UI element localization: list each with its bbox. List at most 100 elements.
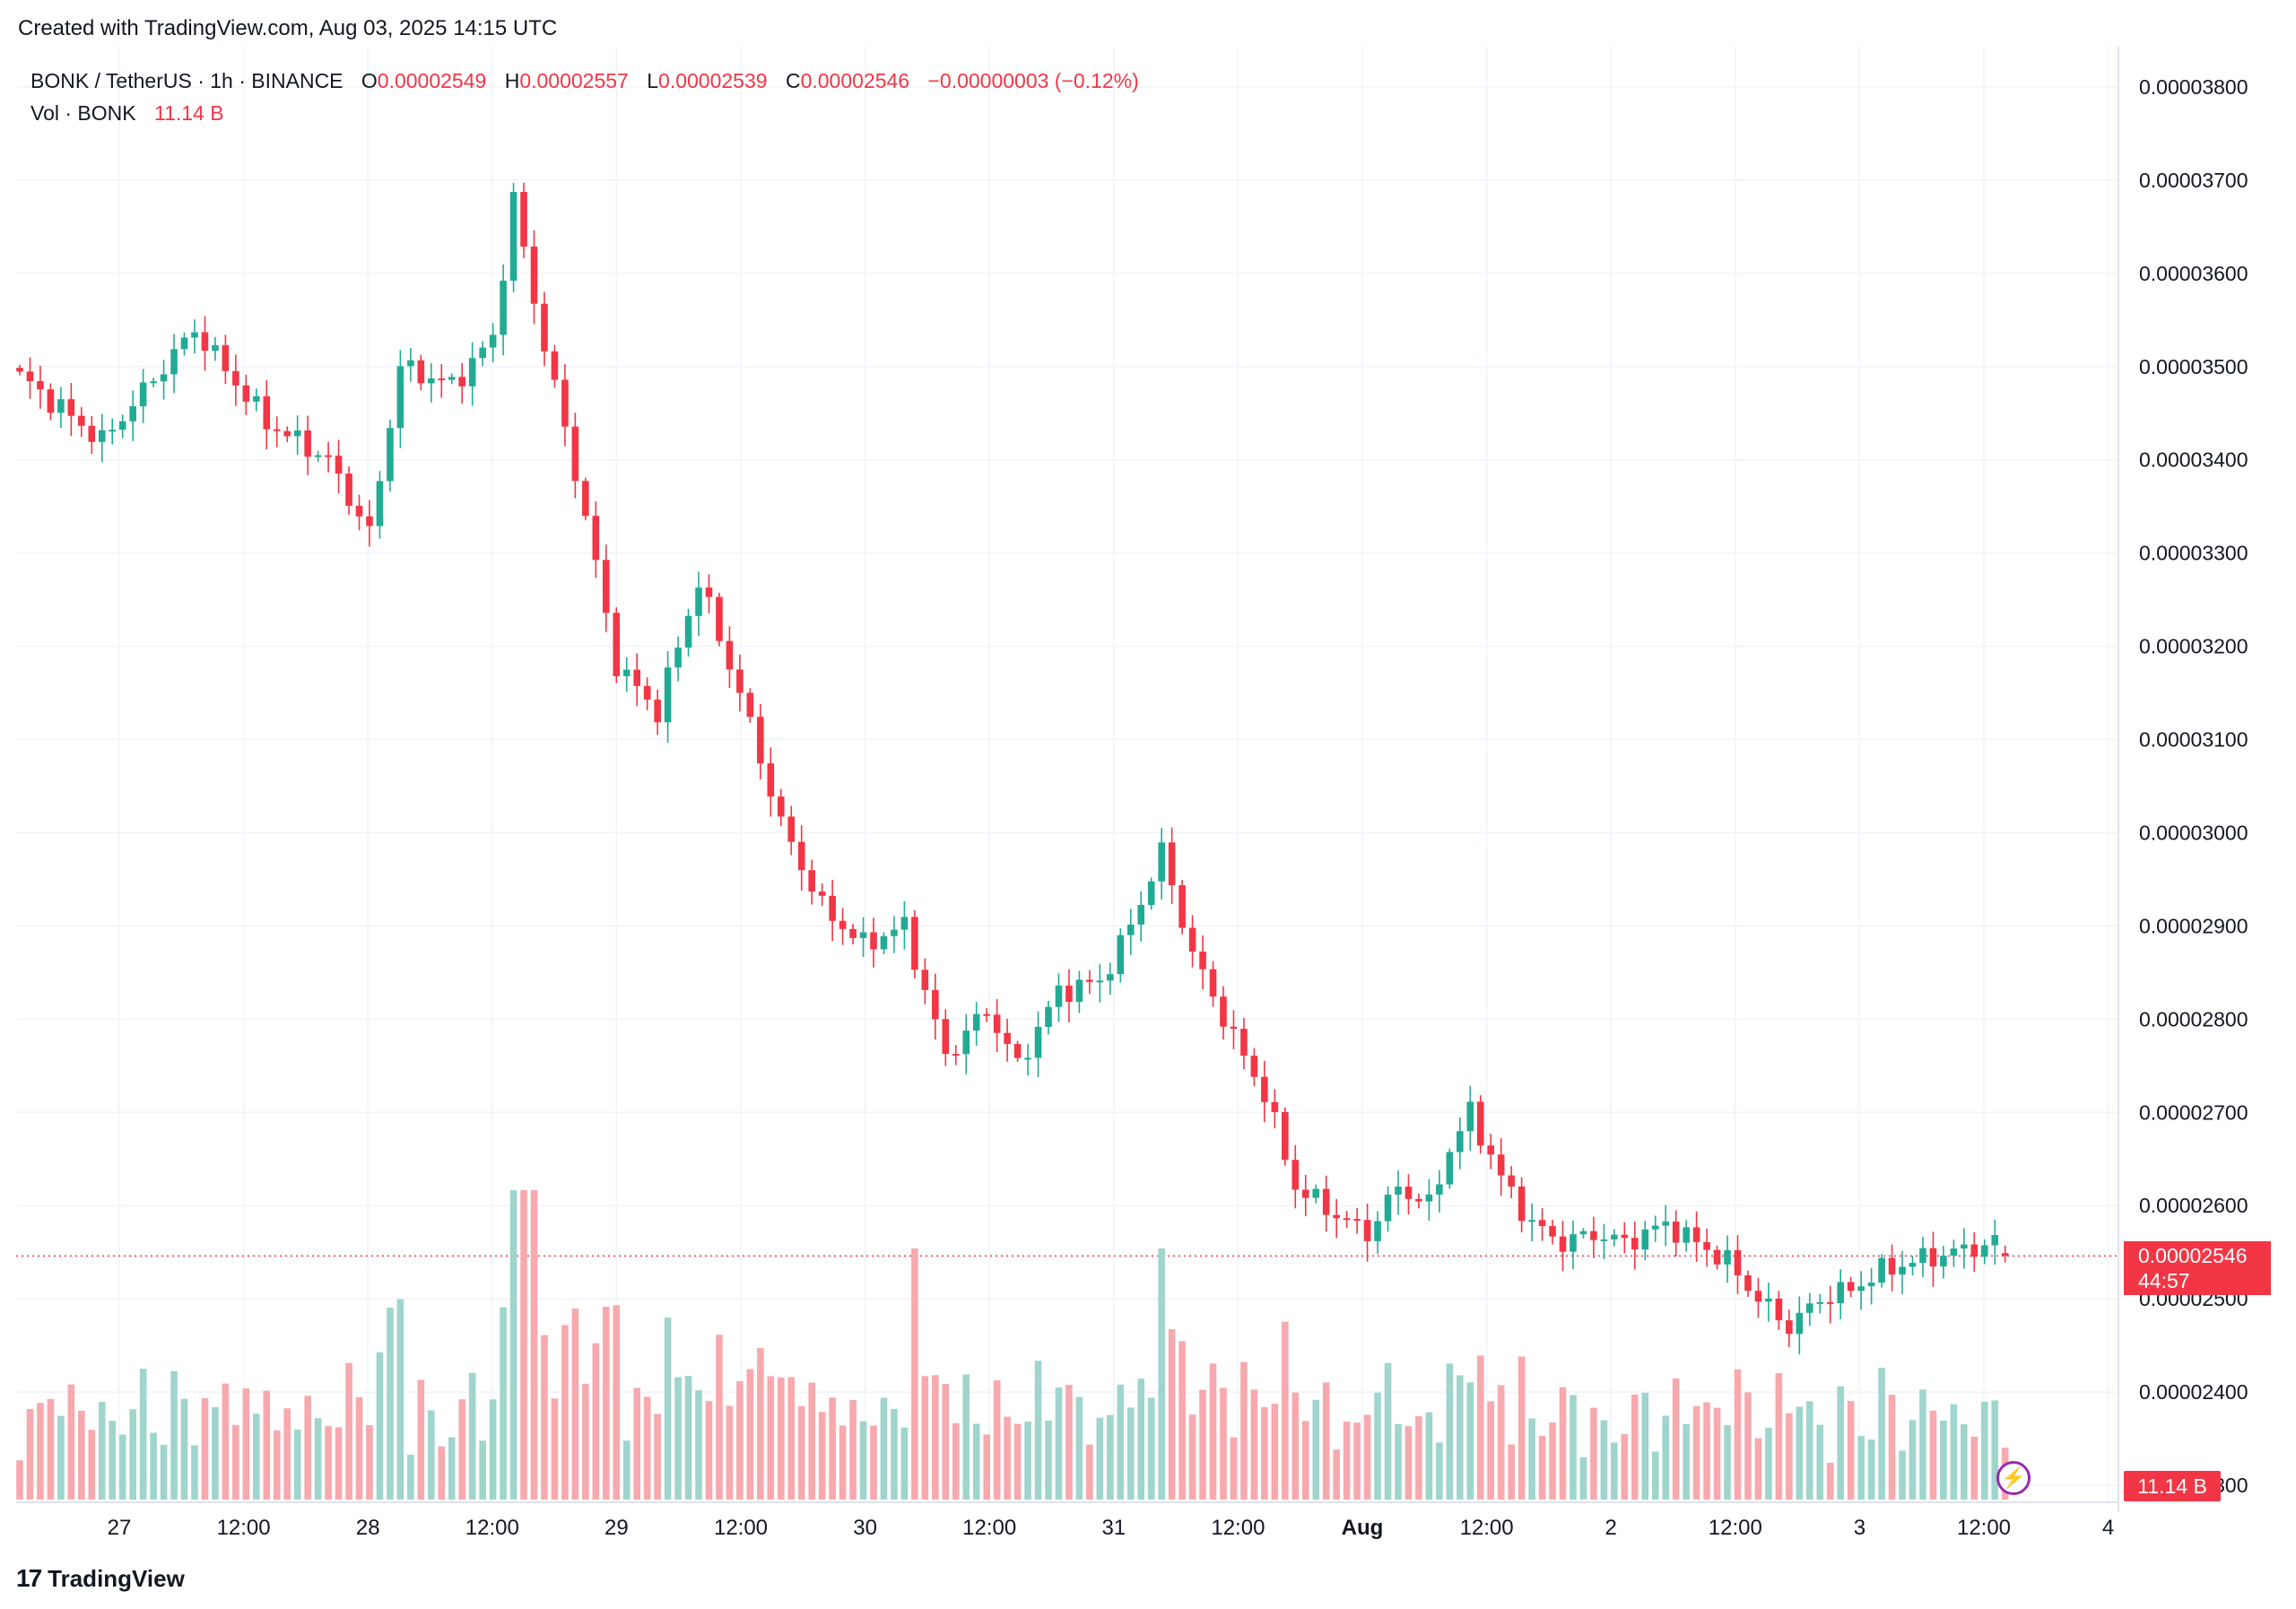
candle-body xyxy=(870,932,877,950)
volume-bar xyxy=(1322,1382,1330,1500)
volume-bar xyxy=(736,1381,744,1500)
volume-bar xyxy=(1929,1410,1937,1500)
candle-body xyxy=(1312,1188,1320,1198)
candle-body xyxy=(253,396,260,402)
volume-bar xyxy=(468,1372,476,1500)
volume-bar xyxy=(602,1307,610,1500)
volume-label[interactable]: Vol · BONK xyxy=(30,101,136,125)
candle-body xyxy=(98,430,106,442)
candle-body xyxy=(1805,1303,1813,1313)
candle-body xyxy=(448,377,456,380)
candle-body xyxy=(1282,1111,1289,1161)
created-with-text: Created with TradingView.com, Aug 03, 20… xyxy=(18,16,558,40)
candle-body xyxy=(335,456,343,474)
candle-body xyxy=(47,389,55,413)
candle-body xyxy=(839,920,847,929)
volume-bar xyxy=(88,1430,96,1500)
candle-body xyxy=(1991,1235,1999,1246)
candle-body xyxy=(170,349,178,375)
volume-bar xyxy=(1991,1400,1999,1500)
volume-bar xyxy=(1384,1362,1392,1500)
volume-bar xyxy=(118,1434,126,1500)
candle-body xyxy=(767,763,775,797)
volume-bar xyxy=(1065,1385,1073,1500)
candle-body xyxy=(530,246,538,304)
candle-body xyxy=(829,895,836,921)
candle-body xyxy=(1899,1266,1906,1275)
x-tick-label: 12:00 xyxy=(1211,1516,1265,1540)
volume-bar xyxy=(900,1427,909,1500)
volume-bar xyxy=(1137,1379,1145,1500)
x-tick-label: 31 xyxy=(1101,1516,1126,1540)
candle-body xyxy=(911,917,918,970)
candle-body xyxy=(1209,969,1217,997)
ohlc-row: BONK / TetherUS · 1h · BINANCE O0.000025… xyxy=(30,65,1139,97)
candle-body xyxy=(684,615,692,648)
volume-bar xyxy=(1363,1414,1371,1500)
volume-bar xyxy=(1230,1437,1238,1500)
candle-body xyxy=(355,505,363,517)
volume-bar xyxy=(859,1421,867,1500)
candle-body xyxy=(150,381,157,384)
volume-bar xyxy=(1713,1407,1721,1500)
candle-body xyxy=(1199,951,1206,970)
candle-body xyxy=(489,335,497,348)
y-tick-label: 0.00002400 xyxy=(2139,1380,2248,1404)
candle-body xyxy=(1240,1029,1248,1057)
volume-bar xyxy=(551,1398,559,1500)
candle-body xyxy=(1672,1221,1680,1243)
tradingview-logo[interactable]: 17 TradingView xyxy=(16,1564,185,1593)
x-tick-label: 12:00 xyxy=(465,1516,519,1540)
candle-body xyxy=(695,587,702,616)
volume-bar xyxy=(643,1396,651,1500)
candle-body xyxy=(325,455,332,457)
volume-bar xyxy=(376,1352,384,1500)
volume-bar xyxy=(911,1248,918,1500)
candle-body xyxy=(345,474,352,506)
candle-body xyxy=(479,347,486,359)
candle-body xyxy=(561,379,569,427)
candle-body xyxy=(1322,1188,1330,1215)
tradingview-brand-text: TradingView xyxy=(48,1564,185,1592)
candle-body xyxy=(1765,1298,1772,1302)
volume-bar xyxy=(530,1190,538,1500)
volume-bar xyxy=(1847,1401,1855,1500)
symbol-label[interactable]: BONK / TetherUS · 1h · BINANCE xyxy=(30,69,344,92)
volume-bar xyxy=(191,1445,198,1500)
volume-bar xyxy=(1950,1404,1958,1500)
candle-body xyxy=(654,700,661,723)
volume-bar xyxy=(1961,1423,1968,1500)
volume-bar xyxy=(1487,1401,1495,1500)
candle-body xyxy=(582,481,589,517)
candle-body xyxy=(191,332,198,338)
open-label: O xyxy=(361,69,378,92)
candle-body xyxy=(1909,1263,1917,1267)
volume-bar xyxy=(684,1376,692,1500)
x-tick-label: 12:00 xyxy=(962,1516,1016,1540)
volume-bar xyxy=(541,1335,548,1500)
volume-bar xyxy=(232,1424,239,1500)
candles xyxy=(16,182,2009,1355)
open-value: 0.00002549 xyxy=(377,69,487,92)
volume-bar xyxy=(1343,1421,1351,1500)
volume-bar xyxy=(1147,1397,1155,1500)
volume-bar xyxy=(222,1383,230,1500)
volume-bar xyxy=(407,1454,414,1500)
volume-bar xyxy=(1631,1394,1639,1500)
x-tick-label: 12:00 xyxy=(1957,1516,2011,1540)
candle-body xyxy=(1518,1186,1526,1222)
x-axis: 27 12:00 28 12:00 29 12:00 30 12:00 31 12:00 Aug 12… xyxy=(108,1516,2115,1540)
candle-body xyxy=(1508,1175,1515,1187)
lightning-icon[interactable]: ⚡ xyxy=(1996,1461,2031,1495)
x-tick-label: 3 xyxy=(1854,1516,1866,1540)
candle-body xyxy=(1292,1160,1300,1190)
candle-body xyxy=(891,929,898,936)
candle-body xyxy=(67,399,75,416)
volume-bar xyxy=(387,1307,394,1500)
volume-bar xyxy=(921,1376,929,1500)
volume-bar xyxy=(1651,1451,1659,1500)
volume-bar xyxy=(253,1413,260,1500)
candle-body xyxy=(1466,1101,1474,1132)
candle-body xyxy=(304,430,311,457)
